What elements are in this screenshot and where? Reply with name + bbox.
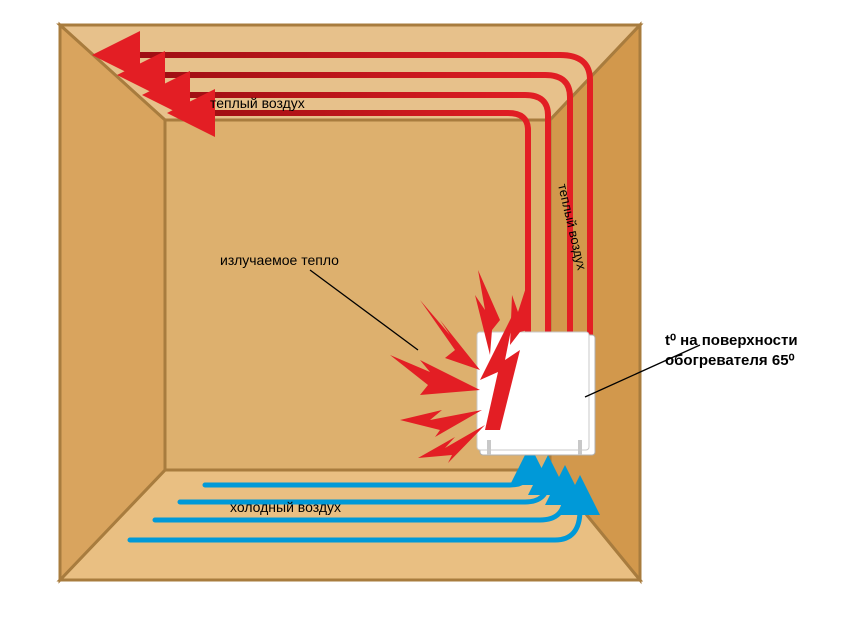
label-radiated-heat: излучаемое тепло bbox=[220, 252, 339, 268]
label-warm-air-top: теплый воздух bbox=[210, 95, 305, 111]
label-heater-temp-line1: t⁰ на поверхности bbox=[665, 332, 798, 349]
label-heater-temp-line2: обогревателя 65⁰ bbox=[665, 352, 795, 369]
heater-convection-diagram: теплый воздух теплый воздух излучаемое т… bbox=[0, 0, 850, 623]
label-cold-air: холодный воздух bbox=[230, 499, 341, 515]
room-box bbox=[60, 25, 640, 580]
